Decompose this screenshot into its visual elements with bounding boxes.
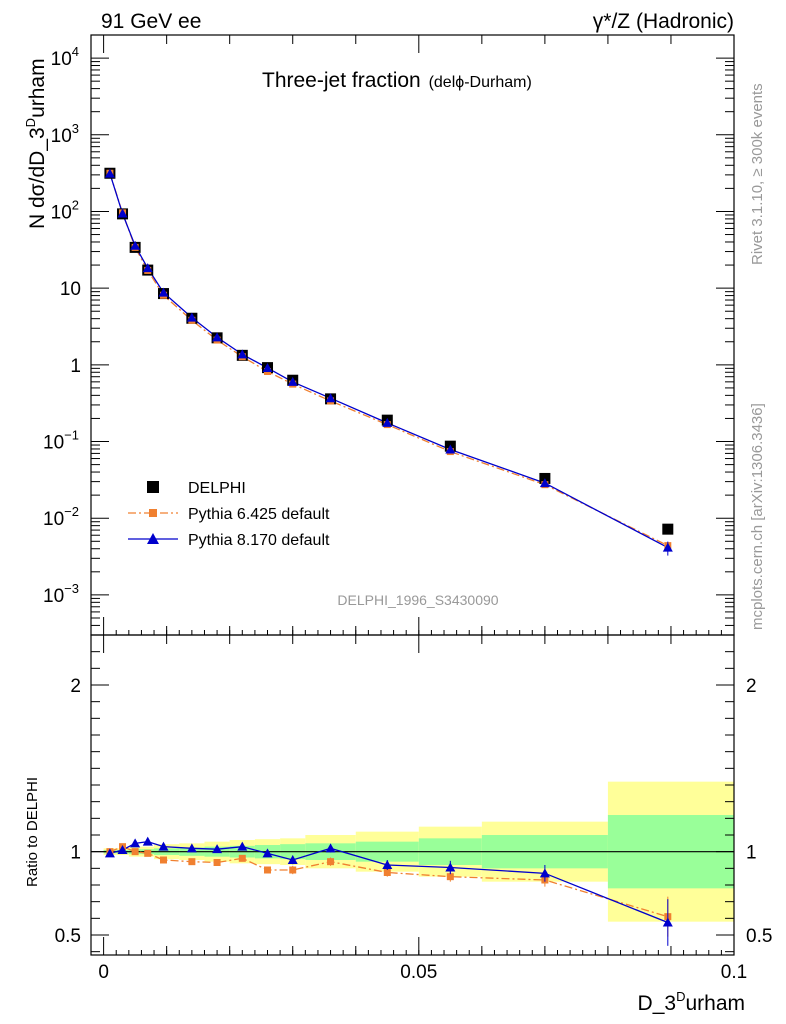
ratio-y-axis-label: Ratio to DELPHI [24, 777, 41, 887]
pythia6-ratio-line [109, 845, 668, 918]
delphi-point [662, 523, 674, 535]
plot-title-main: Three-jet fraction [262, 69, 421, 92]
ratio-y-tick-label-left: 1 [70, 843, 81, 864]
pythia8-point [212, 332, 223, 342]
legend: DELPHI Pythia 6.425 default Pythia 8.170 d… [128, 480, 330, 549]
x-tick-label: 0 [98, 962, 109, 983]
pythia8-ratio-point [142, 836, 153, 846]
pythia8-point [158, 287, 169, 297]
y-axis-label: N dσ/dD_3Durham [23, 58, 49, 229]
legend-pythia6-marker [149, 509, 157, 517]
rivet-version-label: Rivet 3.1.10, ≥ 300k events [749, 83, 766, 265]
pythia8-point [287, 376, 298, 386]
pythia8-point [382, 417, 393, 427]
pythia6-ratio-point [264, 866, 272, 874]
y-tick-label: 102 [51, 197, 79, 223]
legend-label: Pythia 8.170 default [188, 532, 330, 549]
pythia6-ratio-point [446, 873, 454, 881]
pythia8-point [142, 263, 153, 273]
pythia8-ratio-point [262, 848, 273, 858]
pythia6-ratio-point [159, 856, 167, 864]
pythia8-ratio-point [186, 843, 197, 853]
pythia8-point [130, 240, 141, 250]
analysis-tag: DELPHI_1996_S3430090 [337, 592, 498, 608]
pythia8-ratio-point [445, 862, 456, 872]
pythia8-point [445, 444, 456, 454]
pythia8-ratio-point [287, 855, 298, 864]
pythia8-point [104, 168, 115, 178]
pythia8-point [262, 362, 273, 372]
y-tick-label: 10 [60, 279, 81, 300]
pythia8-point [325, 393, 336, 403]
pythia6-ratio-point [327, 858, 335, 866]
pythia8-ratio-point [382, 860, 393, 869]
y-tick-label: 10−1 [43, 428, 79, 454]
mcplots-label: mcplots.cern.ch [arXiv:1306.3436] [749, 403, 766, 630]
ratio-y-tick-label-left: 0.5 [55, 926, 81, 947]
x-axis-label: D_3Durham [638, 989, 745, 1015]
pythia6-ratio-point [188, 858, 196, 866]
y-axis-label-sup: D [23, 118, 38, 127]
pythia8-point [186, 312, 197, 322]
y-tick-label: 10−3 [43, 581, 79, 607]
ratio-y-tick-label-left: 2 [70, 676, 81, 697]
x-tick-label: 0.05 [400, 962, 437, 983]
x-axis-label-end: urham [685, 992, 745, 1015]
y-tick-label: 104 [51, 44, 79, 70]
x-axis-label-main: D_3 [638, 992, 677, 1015]
header-right-label: γ*/Z (Hadronic) [593, 10, 734, 33]
pythia8-ratio-point [104, 848, 115, 858]
pythia8-ratio-point [117, 845, 128, 854]
pythia6-ratio-point [144, 849, 152, 857]
ratio-uncertainty-bands [91, 781, 734, 922]
y-axis-label-main: N dσ/dD_3 [26, 127, 49, 229]
plot-title: Three-jet fraction (delϕ-Durham) [262, 69, 532, 92]
ratio-y-tick-label-right: 1 [746, 843, 757, 864]
legend-delphi-marker [147, 481, 159, 493]
pythia6-ratio-point [238, 854, 246, 862]
ratio-plot-frame [90, 634, 735, 956]
legend-label: DELPHI [188, 480, 246, 497]
pythia6-ratio-point [289, 866, 297, 874]
y-tick-label: 1 [70, 356, 81, 377]
axes-group: 10−3 10−2 10−1 1 10 102 103 104 0 0.05 0.1 0.5 0.5 1 1… [43, 34, 772, 983]
pythia8-point [539, 478, 550, 488]
x-axis-label-sup: D [676, 989, 685, 1004]
y-tick-label: 10−2 [43, 504, 79, 530]
pythia8-ratio-point [325, 843, 336, 853]
pythia6-main-line [109, 173, 669, 547]
pythia6-ratio-point [213, 859, 221, 866]
pythia8-ratio-point [539, 868, 550, 878]
ratio-data-group [104, 836, 673, 946]
header-left-label: 91 GeV ee [101, 10, 201, 33]
pythia6-ratio-point [131, 848, 139, 856]
y-axis-label-end: urham [26, 58, 49, 118]
pythia8-point [117, 208, 128, 218]
legend-pythia8-marker [147, 533, 159, 544]
pythia8-ratio-point [130, 838, 141, 848]
pythia8-point [237, 349, 248, 359]
pythia8-ratio-point [237, 841, 248, 851]
pythia6-ratio-point [383, 869, 391, 876]
plot-title-sub: (delϕ-Durham) [429, 74, 532, 91]
pythia8-ratio-point [158, 841, 169, 851]
main-data-group [104, 167, 674, 556]
y-tick-label: 103 [51, 121, 79, 147]
x-tick-label: 0.1 [721, 962, 747, 983]
ratio-y-tick-label-right: 0.5 [746, 926, 772, 947]
pythia8-ratio-point [662, 917, 673, 927]
ratio-y-tick-label-right: 2 [746, 676, 757, 697]
pythia8-ratio-point [212, 844, 223, 854]
legend-label: Pythia 6.425 default [188, 506, 330, 523]
